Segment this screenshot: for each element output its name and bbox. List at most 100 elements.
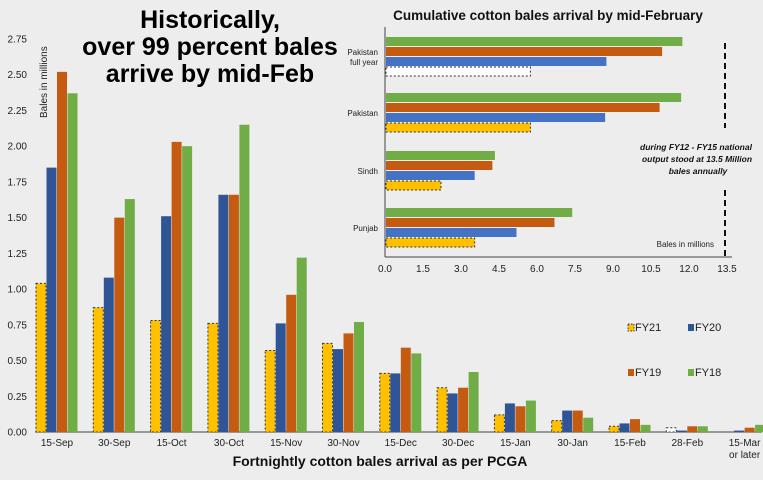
x-tick-label-line: 30-Jan xyxy=(557,438,588,449)
y-tick-label: 2.75 xyxy=(8,35,28,46)
legend-label: FY20 xyxy=(695,322,721,334)
x-tick-label-line: 15-Mar xyxy=(729,438,761,449)
bar-fy19 xyxy=(171,141,182,433)
x-tick-label: 15-Jan xyxy=(500,438,531,449)
inset-category-label-line: Pakistan xyxy=(347,109,378,118)
bar-fy18 xyxy=(124,199,135,432)
y-tick-label: 1.00 xyxy=(8,285,28,296)
inset-bar-fy19 xyxy=(386,103,660,112)
bar-fy18 xyxy=(640,424,651,432)
bar-fy21 xyxy=(150,320,162,433)
bar-fy21 xyxy=(436,387,448,433)
x-tick-label-line: 30-Sep xyxy=(98,438,131,449)
inset-category-label: Pakistan xyxy=(347,109,378,118)
bar-fy19 xyxy=(630,419,640,432)
inset-bar-fy21 xyxy=(385,122,531,133)
bar-fy20 xyxy=(333,349,343,432)
bar-fy18 xyxy=(354,321,364,432)
bar-fy18 xyxy=(468,371,479,432)
main-title: Historically, over 99 percent bales arri… xyxy=(82,6,338,88)
bar-fy20 xyxy=(562,410,573,432)
inset-bar-fy21 xyxy=(385,180,442,191)
bar-fy21 xyxy=(322,342,333,433)
inset-bar-fy18 xyxy=(386,93,682,102)
bar-fy21 xyxy=(493,414,505,433)
x-tick-label-line: or later xyxy=(729,450,761,461)
inset-bar-fy20 xyxy=(386,57,607,66)
bar-fy19 xyxy=(572,410,583,432)
inset-x-tick-label: 13.5 xyxy=(717,264,737,275)
bar-fy20 xyxy=(676,430,687,432)
bar-fy19 xyxy=(228,194,239,432)
inset-bar-fy20 xyxy=(386,113,606,122)
y-tick-label: 0.75 xyxy=(8,320,28,331)
bar-fy19 xyxy=(515,406,526,432)
y-tick-label: 2.25 xyxy=(8,106,28,117)
inset-bar-fy20 xyxy=(386,228,517,237)
inset-category-label: Sindh xyxy=(358,167,378,176)
bar-fy20 xyxy=(504,403,515,432)
bar-fy18 xyxy=(67,93,78,433)
x-tick-label: 30-Oct xyxy=(214,438,244,449)
bar-fy21 xyxy=(551,420,563,433)
x-tick-label: 30-Sep xyxy=(98,438,131,449)
bar-fy20 xyxy=(619,423,630,432)
bar-fy21 xyxy=(264,350,276,433)
y-tick-label: 0.50 xyxy=(8,356,28,367)
bar-fy19 xyxy=(57,71,67,433)
main-title-line: arrive by mid-Feb xyxy=(106,60,314,88)
inset-x-tick-label: 7.5 xyxy=(568,264,582,275)
inset-x-tick-label: 3.0 xyxy=(454,264,468,275)
x-tick-label: 30-Jan xyxy=(557,438,588,449)
inset-bar-fy21 xyxy=(385,66,531,77)
inset-x-tick-label: 1.5 xyxy=(416,264,430,275)
inset-bar-fy18 xyxy=(386,208,573,217)
x-tick-label: 15-Oct xyxy=(157,438,187,449)
inset-bar-fy19 xyxy=(386,218,555,227)
main-x-axis-label: Fortnightly cotton bales arrival as per … xyxy=(233,453,528,469)
legend-label: FY18 xyxy=(695,367,721,379)
bar-fy18 xyxy=(296,257,307,432)
x-tick-label-line: 15-Feb xyxy=(614,438,646,449)
bar-fy18 xyxy=(583,417,594,432)
inset-bar-fy18 xyxy=(386,37,683,46)
x-tick-label-line: 30-Nov xyxy=(327,438,359,449)
annotation-line: during FY12 - FY15 national xyxy=(640,142,753,152)
bar-fy21 xyxy=(35,282,47,433)
bar-fy19 xyxy=(687,426,698,432)
legend-swatch-fy19 xyxy=(628,369,634,376)
inset-x-tick-label: 9.0 xyxy=(606,264,620,275)
inset-x-axis-label: Bales in millions xyxy=(657,240,714,249)
y-tick-label: 2.00 xyxy=(8,142,28,153)
bar-fy19 xyxy=(400,347,411,432)
x-tick-label-line: 15-Jan xyxy=(500,438,531,449)
legend-swatch-fy18 xyxy=(688,369,694,376)
inset-category-label: Pakistan full year xyxy=(347,48,378,67)
x-tick-label: 28-Feb xyxy=(671,438,703,449)
bar-fy21 xyxy=(92,307,104,433)
bar-fy20 xyxy=(218,194,229,432)
bar-fy19 xyxy=(458,387,469,432)
inset-category-label-line: Punjab xyxy=(353,224,378,233)
bar-fy18 xyxy=(755,424,763,432)
x-tick-label: 15-Dec xyxy=(385,438,417,449)
main-chart: Bales in millions Historically, over 99 … xyxy=(8,6,763,469)
bar-fy21 xyxy=(379,372,391,433)
bar-fy20 xyxy=(103,277,114,432)
annotation-line: output stood at 13.5 Million xyxy=(642,154,752,164)
bar-fy20 xyxy=(447,393,458,432)
inset-x-tick-label: 4.5 xyxy=(492,264,506,275)
x-tick-label: 15-Mar or later xyxy=(729,438,761,461)
x-tick-label: 15-Nov xyxy=(270,438,302,449)
y-tick-label: 2.50 xyxy=(8,70,28,81)
y-tick-label: 1.75 xyxy=(8,177,28,188)
main-y-axis-label: Bales in millions xyxy=(39,46,50,118)
main-title-line: over 99 percent bales xyxy=(82,33,338,61)
x-tick-label-line: 30-Oct xyxy=(214,438,244,449)
legend-label: FY21 xyxy=(635,322,661,334)
annotation-line: bales annually xyxy=(669,166,729,176)
bar-fy19 xyxy=(286,294,297,432)
x-tick-label-line: 28-Feb xyxy=(671,438,703,449)
bar-fy18 xyxy=(411,353,422,432)
x-tick-label-line: 15-Oct xyxy=(157,438,187,449)
